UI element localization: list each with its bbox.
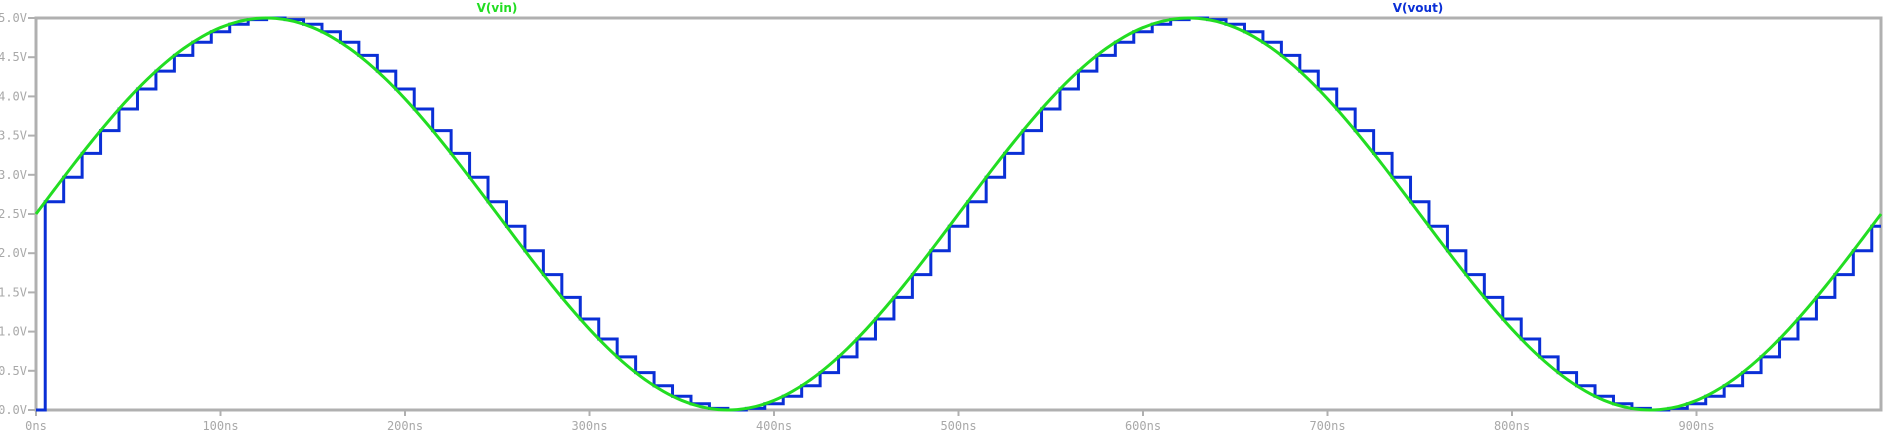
vin-trace <box>34 16 1883 412</box>
x-tick-label: 400ns <box>756 419 792 433</box>
x-tick-label: 0ns <box>25 419 47 433</box>
y-tick-label: 3.0V <box>0 168 27 182</box>
x-tick-label: 700ns <box>1309 419 1345 433</box>
y-tick-label: 4.5V <box>0 50 27 64</box>
y-tick-label: 0.0V <box>0 403 27 417</box>
legend-vout[interactable]: V(vout) <box>1393 1 1444 15</box>
y-tick-label: 1.5V <box>0 285 27 299</box>
x-tick-label: 600ns <box>1125 419 1161 433</box>
x-tick-label: 900ns <box>1678 419 1714 433</box>
x-tick-label: 800ns <box>1494 419 1530 433</box>
y-tick-label: 3.5V <box>0 129 27 143</box>
y-tick-label: 2.5V <box>0 207 27 221</box>
traces <box>34 16 1883 412</box>
axes: 0.0V 0.5V 1.0V 1.5V 2.0V 2.5V 3.0V 3.5V 4.0V 4.5V… <box>0 11 1883 433</box>
y-tick-label: 0.5V <box>0 364 27 378</box>
x-tick-label: 100ns <box>202 419 238 433</box>
y-tick-label: 2.0V <box>0 246 27 260</box>
y-tick-label: 5.0V <box>0 11 27 25</box>
legend-vin[interactable]: V(vin) <box>477 1 518 15</box>
x-tick-label: 500ns <box>940 419 976 433</box>
y-tick-label: 1.0V <box>0 325 27 339</box>
x-tick-label: 200ns <box>387 419 423 433</box>
x-tick-label: 300ns <box>571 419 607 433</box>
vout-trace <box>36 16 1881 412</box>
y-tick-label: 4.0V <box>0 89 27 103</box>
